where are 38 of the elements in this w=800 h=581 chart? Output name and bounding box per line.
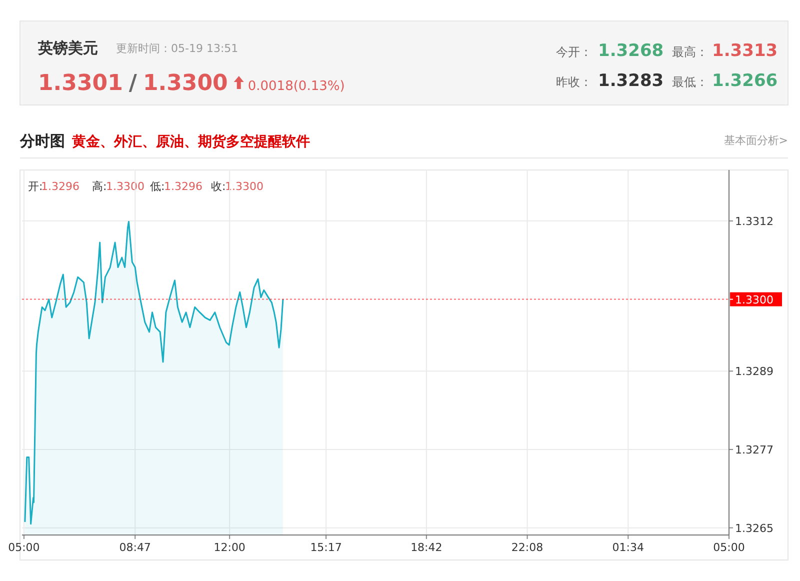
text: 最高： bbox=[672, 45, 708, 59]
text: 1.3300 bbox=[142, 71, 228, 96]
x-tick-label: 15:17 bbox=[310, 541, 342, 554]
text: / bbox=[128, 71, 138, 96]
text: 1.3301 bbox=[38, 71, 123, 96]
text: 今开： bbox=[556, 45, 592, 59]
annotation: 低: bbox=[150, 180, 165, 193]
annotation: 1.3300 bbox=[106, 180, 144, 193]
text: 1.3313 bbox=[712, 41, 778, 61]
annotation: 高: bbox=[92, 180, 107, 193]
x-tick-label: 12:00 bbox=[214, 541, 246, 554]
text: 基本面分析> bbox=[724, 134, 788, 147]
annotation: 1.3296 bbox=[41, 180, 80, 193]
text: 黄金、外汇、原油、期货多空提醒软件 bbox=[71, 133, 310, 150]
y-tick-label: 1.3277 bbox=[735, 443, 774, 456]
x-tick-label: 22:08 bbox=[511, 541, 544, 554]
chart-title: 英镑美元 bbox=[37, 39, 98, 57]
annotation: 收: bbox=[211, 180, 226, 193]
text: 1.3283 bbox=[598, 71, 664, 91]
x-tick-label: 18:42 bbox=[410, 541, 442, 554]
annotation: 1.3296 bbox=[164, 180, 202, 193]
x-tick-label: 05:00 bbox=[713, 541, 745, 554]
text: 最低： bbox=[672, 75, 708, 89]
annotation: 开: bbox=[28, 180, 43, 193]
text: 分时图 bbox=[19, 132, 65, 150]
x-tick-label: 01:34 bbox=[612, 541, 644, 554]
y-tick-label: 1.3312 bbox=[735, 214, 774, 228]
y-tick-label: 1.3265 bbox=[735, 522, 774, 535]
text: 1.3268 bbox=[598, 41, 664, 61]
chart-subtitle: 更新时间：05-19 13:51 bbox=[116, 42, 238, 55]
text: 0.0018(0.13%) bbox=[248, 79, 345, 94]
annotation: 1.3300 bbox=[225, 180, 264, 193]
text: 1.3266 bbox=[712, 71, 778, 91]
ref-line-label: 1.3300 bbox=[735, 293, 774, 306]
y-tick-label: 1.3289 bbox=[735, 365, 774, 378]
text: 昨收： bbox=[556, 75, 592, 89]
x-tick-label: 08:47 bbox=[119, 541, 151, 554]
x-tick-label: 05:00 bbox=[8, 541, 40, 554]
